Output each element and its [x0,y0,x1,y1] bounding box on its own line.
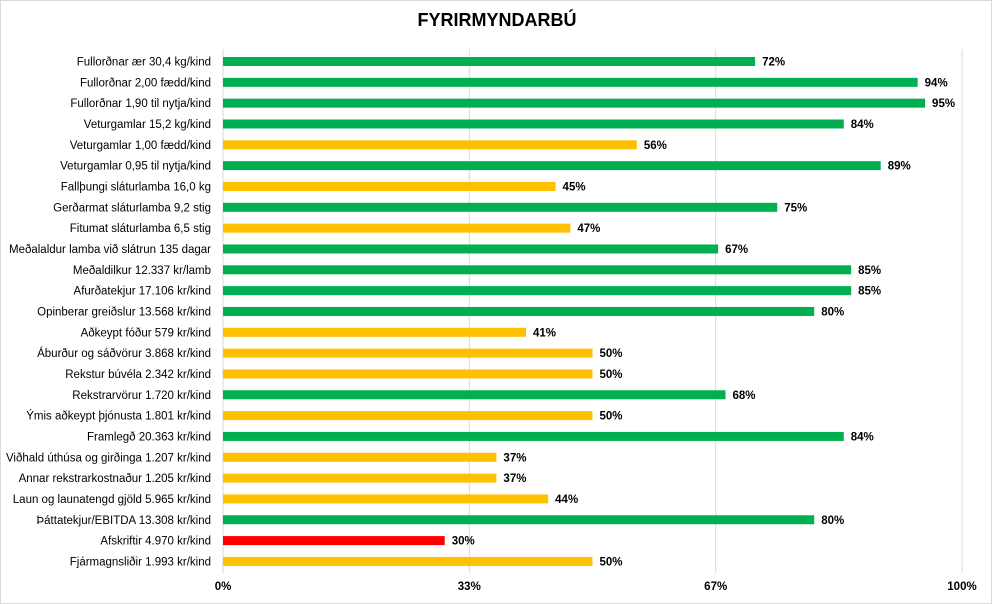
data-label: 50% [600,556,623,568]
category-label: Fullorðnar 1,90 til nytja/kind [70,98,211,110]
data-label: 50% [600,348,623,360]
data-label: 67% [725,244,748,256]
bar [223,77,918,87]
data-label: 84% [851,119,874,131]
category-label: Rekstrarvörur 1.720 kr/kind [72,390,211,402]
category-label: Fullorðnar ær 30,4 kg/kind [77,57,211,69]
data-label: 30% [452,536,475,548]
x-tick-label: 100% [947,581,976,593]
bar [223,223,571,233]
category-label: Ýmis aðkeypt þjónusta 1.801 kr/kind [26,410,211,423]
data-label: 37% [503,473,526,485]
category-label: Gerðarmat sláturlamba 9,2 stig [53,202,211,214]
data-label: 84% [851,431,874,443]
bar [223,411,593,421]
category-label: Fullorðnar 2,00 fædd/kind [80,77,211,89]
category-label: Fitumat sláturlamba 6,5 stig [70,223,211,235]
category-label: Framlegð 20.363 kr/kind [87,431,211,443]
data-label: 75% [784,202,807,214]
data-label: 80% [821,306,844,318]
bar [223,119,844,129]
bars [223,57,926,566]
data-label: 85% [858,286,881,298]
category-label: Viðhald úthúsa og girðinga 1.207 kr/kind [6,452,211,464]
category-label: Veturgamlar 15,2 kg/kind [84,119,211,131]
data-label: 37% [503,452,526,464]
bar [223,202,778,212]
category-label: Laun og launatengd gjöld 5.965 kr/kind [13,494,211,506]
bar [223,390,726,400]
category-label: Meðalaldur lamba við slátrun 135 dagar [9,244,211,256]
category-label: Áburður og sáðvörur 3.868 kr/kind [37,347,211,360]
category-label: Annar rekstrarkostnaður 1.205 kr/kind [19,473,211,485]
data-label: 41% [533,327,556,339]
x-tick-label: 33% [458,581,481,593]
data-label: 45% [563,181,586,193]
bar [223,473,497,483]
category-label: Þáttatekjur/EBITDA 13.308 kr/kind [36,515,211,527]
bar [223,140,637,150]
data-label: 56% [644,140,667,152]
bar [223,452,497,462]
bar [223,556,593,566]
bar [223,265,852,275]
bar [223,161,881,171]
bar [223,244,719,254]
category-label: Rekstur búvéla 2.342 kr/kind [65,369,211,381]
category-label: Veturgamlar 0,95 til nytja/kind [60,161,211,173]
data-label: 80% [821,515,844,527]
bar [223,306,815,316]
bar [223,327,526,337]
data-label: 94% [925,77,948,89]
data-label: 44% [555,494,578,506]
category-label: Afskriftir 4.970 kr/kind [100,536,211,548]
category-label: Meðaldilkur 12.337 kr/lamb [73,265,211,277]
bar [223,286,852,296]
data-label: 72% [762,57,785,69]
data-label: 89% [888,161,911,173]
bar [223,431,844,441]
x-tick-label: 0% [215,581,232,593]
data-label: 50% [600,411,623,423]
category-label: Fallþungi sláturlamba 16,0 kg [61,181,211,193]
category-label: Opinberar greiðslur 13.568 kr/kind [37,306,211,318]
bar [223,515,815,525]
bar [223,57,756,66]
bar [223,536,445,546]
bar [223,369,593,379]
bar [223,348,593,358]
data-label: 50% [600,369,623,381]
category-label: Aðkeypt fóður 579 kr/kind [81,327,211,339]
bar [223,98,926,108]
category-label: Fjármagnsliðir 1.993 kr/kind [70,556,211,568]
category-label: Veturgamlar 1,00 fædd/kind [70,140,211,152]
data-label: 95% [932,98,955,110]
category-label: Afurðatekjur 17.106 kr/kind [74,286,211,298]
data-label: 47% [577,223,600,235]
data-label: 68% [733,390,756,402]
bar [223,494,549,504]
labels: 0% 33% 67% 100% Fullorðnar ær 30,4 kg/kind 72… [6,57,977,594]
bar [223,181,556,191]
data-label: 85% [858,265,881,277]
chart-title: FYRIRMYNDARBÚ [417,10,577,30]
x-tick-label: 67% [704,581,727,593]
